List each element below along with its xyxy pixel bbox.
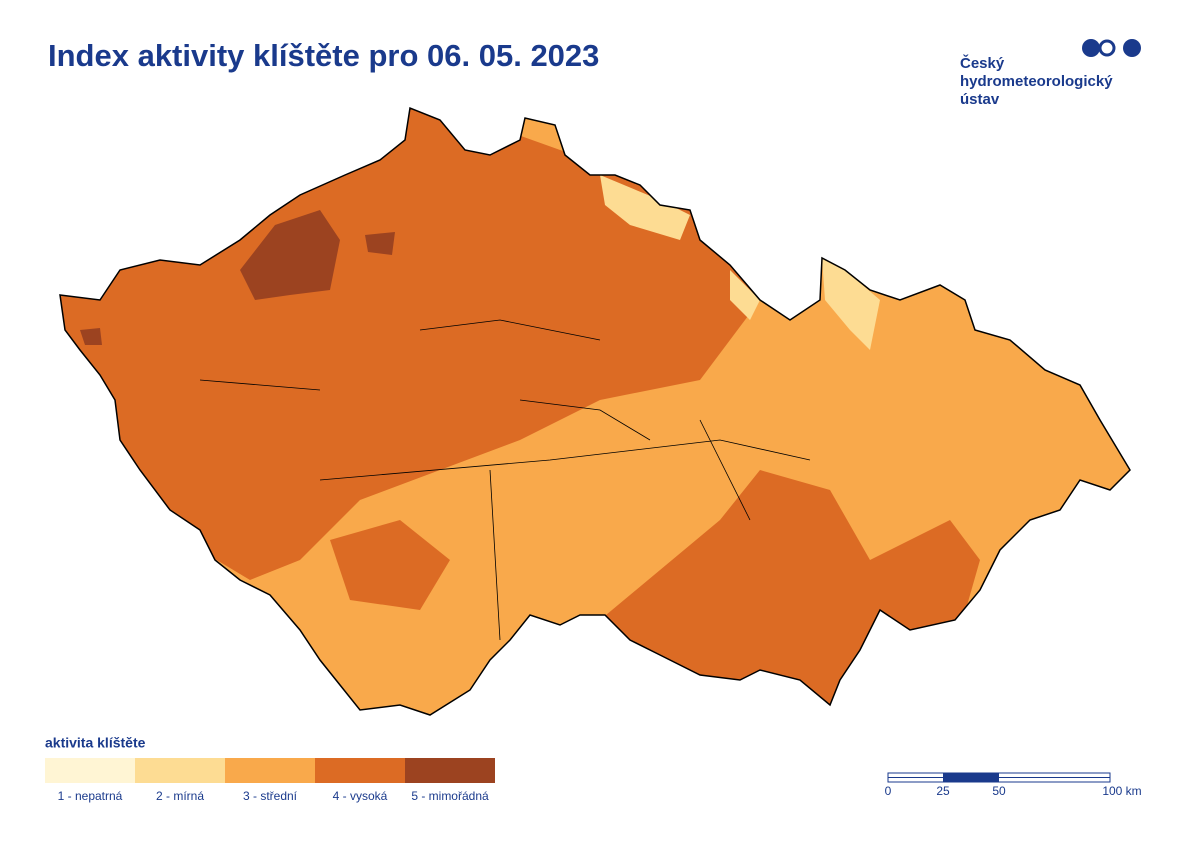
map-zone (822, 258, 880, 350)
region-border (199, 319, 811, 641)
logo-text: ústav (960, 91, 1000, 108)
logo-text: Český (960, 54, 1005, 72)
legend-swatch (225, 758, 315, 783)
logo-dot (1082, 39, 1100, 57)
legend-swatch (45, 758, 135, 783)
map-zone (730, 270, 760, 320)
legend-label: 4 - vysoká (333, 789, 388, 803)
legend-title: aktivita klíštěte (45, 735, 146, 751)
map-zone (330, 520, 450, 610)
scale-segment (943, 773, 999, 782)
map-zone (600, 175, 690, 240)
map-zone (365, 232, 395, 255)
title: Index aktivity klíštěte pro 06. 05. 2023 (48, 38, 599, 73)
legend-swatch (405, 758, 495, 783)
scale-label: 0 (885, 784, 892, 798)
legend-label: 3 - střední (243, 789, 298, 803)
legend-label: 2 - mírná (156, 789, 204, 803)
map-zone (80, 328, 102, 345)
scale-label: 100 km (1102, 784, 1141, 798)
legend-label: 5 - mimořádná (411, 789, 489, 803)
legend-label: 1 - nepatrná (58, 789, 123, 803)
map-zone (240, 210, 340, 300)
legend-swatch (135, 758, 225, 783)
logo: Český hydrometeorologický ústav (960, 39, 1141, 108)
scale-label: 50 (992, 784, 1006, 798)
legend-swatch (315, 758, 405, 783)
legend: 1 - nepatrná 2 - mírná 3 - střední 4 - vyso… (45, 758, 495, 803)
logo-dot (1123, 39, 1141, 57)
logo-text: hydrometeorologický (960, 73, 1113, 90)
scale-bar: 0 25 50 100 km (885, 772, 1142, 798)
scale-label: 25 (936, 784, 950, 798)
logo-dot (1098, 39, 1116, 57)
